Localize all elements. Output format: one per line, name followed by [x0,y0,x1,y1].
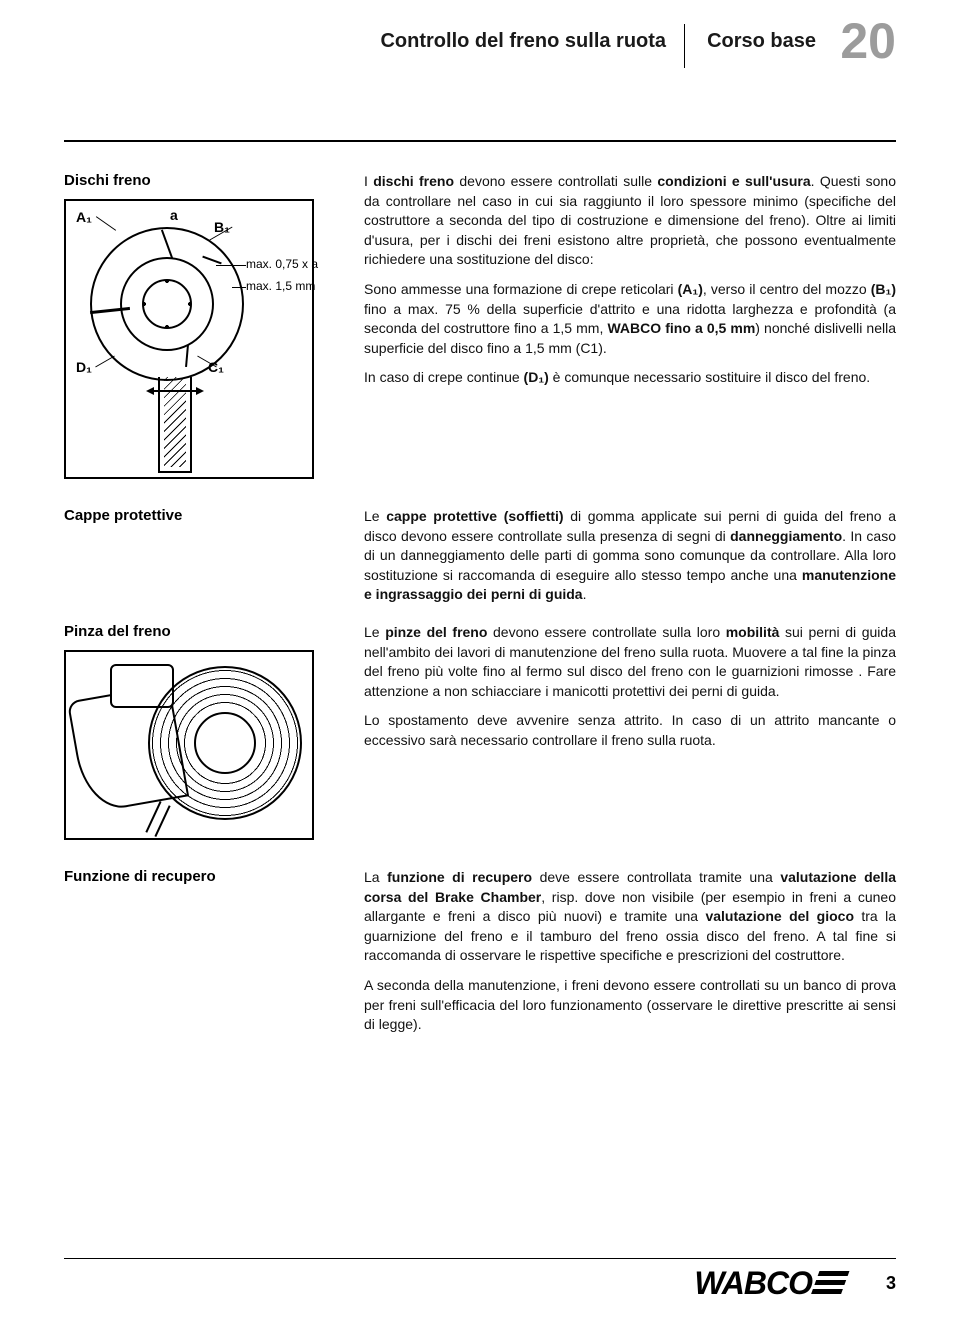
crack-line [185,345,189,367]
caliper-hose-shape [145,801,170,837]
paragraph: Le cappe protettive (soffietti) di gomma… [364,507,896,605]
heading-funzione-recupero: Funzione di recupero [64,868,364,885]
figure-label-D1: D₁ [76,359,92,375]
figure-brake-disc: A₁ a B₁ D₁ C₁ max. 0,75 x a max. 1,5 mm [64,199,314,479]
crack-line [202,256,221,265]
page: Controllo del freno sulla ruota Corso ba… [0,0,960,1337]
section-funzione-recupero: Funzione di recupero La funzione di recu… [64,868,896,1045]
leader-line [95,356,115,368]
heading-pinza-freno: Pinza del freno [64,623,364,640]
paragraph: La funzione di recupero deve essere cont… [364,868,896,966]
header-rule [64,140,896,142]
section-dischi-freno: Dischi freno A₁ a B₁ D₁ [64,172,896,479]
figure-label-A1: A₁ [76,209,92,225]
text-dischi-freno: I dischi freno devono essere controllati… [364,172,896,479]
brand-text: WABCO [694,1265,812,1301]
header-title-group: Controllo del freno sulla ruota Corso ba… [350,24,816,68]
text-cappe-protettive: Le cappe protettive (soffietti) di gomma… [364,507,896,615]
page-content: Dischi freno A₁ a B₁ D₁ [64,172,896,1045]
crack-line [161,230,173,259]
brand-bars-icon [811,1267,851,1294]
paragraph: Le pinze del freno devono essere control… [364,623,896,701]
page-footer: WABCO 3 [64,1258,896,1309]
chapter-number: 20 [840,12,896,70]
leader-line [232,287,246,288]
section-cappe-protettive: Cappe protettive Le cappe protettive (so… [64,507,896,615]
dimension-arrow [146,383,204,393]
paragraph: Lo spostamento deve avvenire senza attri… [364,711,896,750]
footer-page-number: 3 [886,1273,896,1294]
header-title-left: Controllo del freno sulla ruota [350,24,685,68]
figure-annotation-max075a: max. 0,75 x a [246,257,318,271]
figure-label-a: a [170,207,178,223]
caliper-rotor-shape [148,666,302,820]
figure-brake-caliper [64,650,314,840]
brand-logo: WABCO [694,1265,846,1302]
page-header: Controllo del freno sulla ruota Corso ba… [64,24,896,80]
crack-line [90,307,130,314]
heading-cappe-protettive: Cappe protettive [64,507,364,524]
section-pinza-freno: Pinza del freno Le pinze del freno devon… [64,623,896,840]
leader-line [96,216,116,231]
paragraph: Sono ammesse una formazione di crepe ret… [364,280,896,358]
disc-rotor-shape [90,227,244,381]
text-funzione-recupero: La funzione di recupero deve essere cont… [364,868,896,1045]
header-title-right: Corso base [685,24,816,68]
paragraph: I dischi freno devono essere controllati… [364,172,896,270]
leader-line [216,265,246,266]
heading-dischi-freno: Dischi freno [64,172,364,189]
figure-annotation-max15mm: max. 1,5 mm [246,279,315,293]
paragraph: A seconda della manutenzione, i freni de… [364,976,896,1035]
text-pinza-freno: Le pinze del freno devono essere control… [364,623,896,840]
paragraph: In caso di crepe continue (D₁) è comunqu… [364,368,896,388]
